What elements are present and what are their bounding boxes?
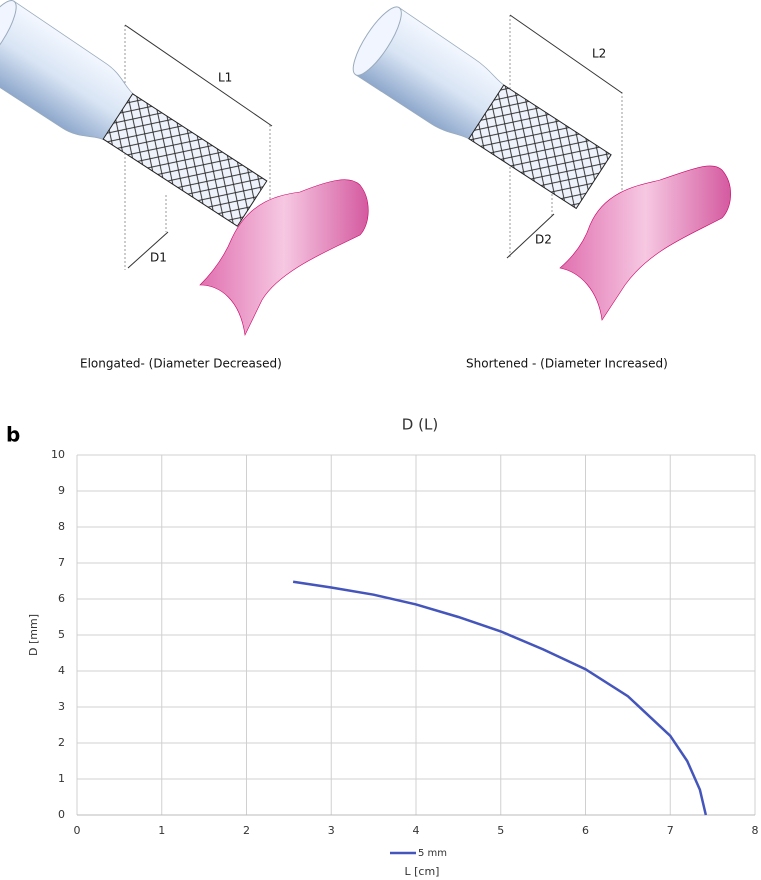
y-tick-label: 1	[58, 772, 65, 785]
x-tick-label: 3	[328, 824, 335, 837]
diameter-label: D2	[535, 233, 552, 247]
diameter-label: D1	[150, 251, 167, 265]
y-tick-label: 5	[58, 628, 65, 641]
stent-illustration: L2 D2 Shortened - (Diameter Increased)	[352, 6, 731, 371]
legend-label: 5 mm	[418, 848, 447, 859]
x-tick-label: 4	[413, 824, 420, 837]
y-tick-label: 6	[58, 592, 65, 605]
chart: D (L) L [cm] D [mm] 0 1 2 3 4 5 6 7 8 9 10 0 1 2 3 4 5 6 7…	[27, 416, 759, 879]
x-tick-label: 7	[667, 824, 674, 837]
stent-illustration: L1 D1 Elongated- (Diameter Decreased)	[0, 0, 369, 371]
x-tick-label: 2	[243, 824, 250, 837]
y-tick-label: 9	[58, 484, 65, 497]
y-tick-label: 2	[58, 736, 65, 749]
y-tick-label: 8	[58, 520, 65, 533]
data-line	[292, 580, 708, 816]
x-tick-label: 8	[752, 824, 759, 837]
length-label: L2	[592, 47, 606, 61]
caption: Shortened - (Diameter Increased)	[466, 357, 668, 371]
y-tick-label: 0	[58, 808, 65, 821]
x-tick-label: 6	[582, 824, 589, 837]
x-tick-label: 1	[158, 824, 165, 837]
panel-label: b	[6, 423, 20, 447]
y-tick-label: 3	[58, 700, 65, 713]
x-tick-label: 5	[497, 824, 504, 837]
x-tick-label: 0	[74, 824, 81, 837]
y-axis-label: D [mm]	[27, 614, 40, 656]
y-tick-label: 7	[58, 556, 65, 569]
length-label: L1	[218, 71, 232, 85]
caption: Elongated- (Diameter Decreased)	[80, 357, 282, 371]
x-axis-label: L [cm]	[405, 865, 440, 878]
y-tick-label: 10	[51, 448, 65, 461]
y-tick-label: 4	[58, 664, 65, 677]
chart-title: D (L)	[402, 416, 438, 434]
